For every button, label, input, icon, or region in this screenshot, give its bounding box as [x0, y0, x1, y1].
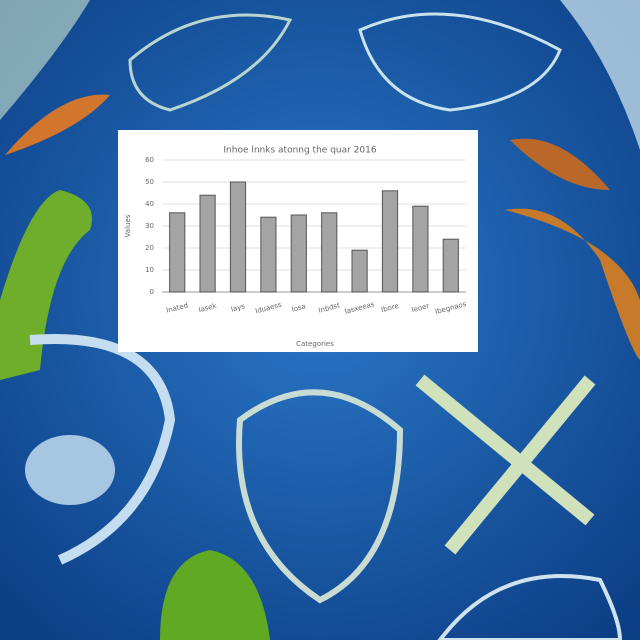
- branch: [29, 334, 176, 565]
- stalk: [505, 208, 640, 360]
- y-tick-label: 60: [145, 156, 154, 164]
- chart: Inhoe lnnks atonng the quar 2016 Values …: [124, 146, 468, 349]
- stalk: [0, 190, 92, 380]
- bar: [412, 205, 429, 293]
- leaf: [160, 550, 270, 640]
- organism: [358, 12, 562, 112]
- bar: [229, 181, 247, 293]
- bar: [260, 216, 277, 293]
- bar: [381, 190, 399, 293]
- organism: [128, 13, 293, 112]
- x-tick-label: Iosa: [291, 302, 307, 313]
- bar: [169, 212, 186, 293]
- organism: [435, 574, 623, 642]
- branch: [415, 374, 596, 555]
- y-axis-label: Values: [124, 214, 132, 237]
- organism: [236, 389, 404, 604]
- y-tick-label: 20: [145, 244, 154, 252]
- bar: [290, 214, 307, 293]
- chart-title: Inhoe lnnks atonng the quar 2016: [223, 146, 376, 156]
- fish: [5, 94, 110, 155]
- y-tick-label: 50: [145, 178, 154, 186]
- bar: [351, 249, 368, 293]
- light-beam: [0, 0, 90, 120]
- light-beam: [560, 0, 640, 150]
- bar: [199, 194, 216, 293]
- x-axis-label: Categories: [296, 340, 334, 348]
- cell: [25, 435, 115, 505]
- shell: [510, 138, 610, 190]
- x-tick-label: lays: [230, 302, 246, 313]
- y-tick-label: 10: [145, 266, 154, 274]
- y-tick-label: 0: [150, 288, 154, 296]
- bar: [321, 212, 338, 293]
- y-tick-label: 40: [145, 200, 154, 208]
- bar: [442, 238, 459, 293]
- y-tick-label: 30: [145, 222, 154, 230]
